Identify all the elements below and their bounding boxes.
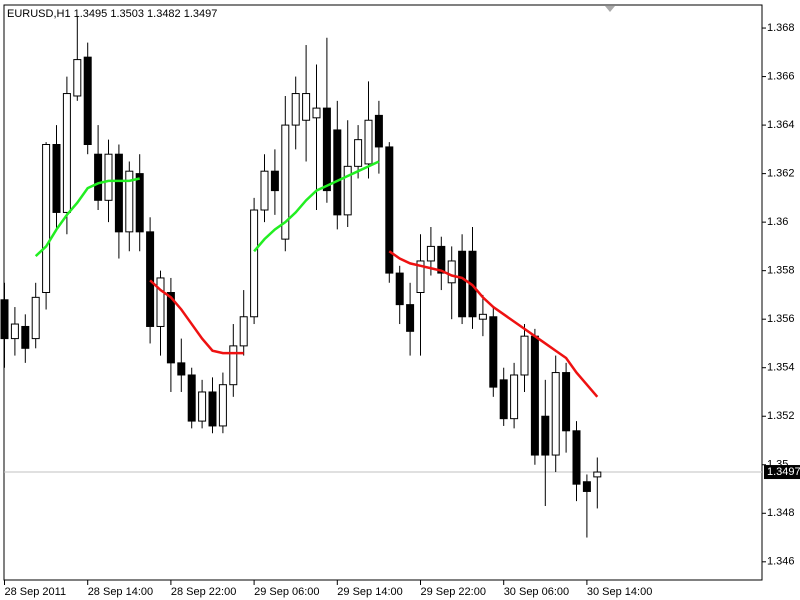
candle-body (146, 231, 155, 327)
candle-body (21, 325, 30, 349)
candle-body (10, 323, 19, 340)
x-tick-label: 30 Sep 14:00 (587, 586, 652, 598)
candle-body (343, 165, 352, 216)
y-tick-label: 1.354 (767, 362, 795, 374)
candle-body (260, 170, 269, 211)
candle-body (499, 379, 508, 420)
candle-body (156, 277, 165, 327)
candle-body (416, 260, 425, 294)
x-tick-label: 29 Sep 22:00 (421, 586, 486, 598)
candle-body (406, 304, 415, 332)
candle-body (125, 170, 134, 233)
candle-body (572, 430, 581, 485)
y-tick-label: 1.356 (767, 313, 795, 325)
candle-body (551, 372, 560, 456)
moving-average (34, 177, 140, 258)
y-tick-label: 1.346 (767, 556, 795, 568)
candle-body (135, 173, 144, 233)
candle-body (42, 144, 51, 293)
candle-body (187, 374, 196, 422)
y-tick-label: 1.364 (767, 119, 795, 131)
x-tick-label: 30 Sep 06:00 (504, 586, 569, 598)
y-tick-label: 1.366 (767, 70, 795, 82)
candle-body (520, 335, 529, 376)
candle-body (593, 471, 602, 478)
last-price-label: 1.3497 (767, 466, 800, 478)
x-tick-label: 28 Sep 14:00 (88, 586, 153, 598)
y-tick-label: 1.362 (767, 168, 795, 180)
candle-body (281, 124, 290, 240)
candle-body (530, 335, 539, 456)
candle-body (354, 139, 363, 167)
chart-title: EURUSD,H1 1.3495 1.3503 1.3482 1.3497 (7, 8, 217, 20)
candle-body (104, 153, 113, 201)
y-tick-label: 1.368 (767, 22, 795, 34)
candle-body (52, 144, 61, 213)
candle-body (489, 316, 498, 388)
candle-body (426, 245, 435, 262)
y-tick-label: 1.352 (767, 410, 795, 422)
candle-body (250, 209, 259, 318)
candle-body (447, 260, 456, 284)
candle-body (31, 296, 40, 340)
candle-body (478, 313, 487, 320)
moving-average (253, 160, 380, 253)
candle-body (239, 316, 248, 347)
candle-body (582, 481, 591, 492)
candle-body (62, 93, 71, 213)
candle-body (374, 114, 383, 148)
candle-body (0, 299, 9, 340)
candle-body (198, 391, 207, 422)
candle-body (322, 107, 331, 192)
candle-body (395, 272, 404, 306)
shift-marker (605, 6, 615, 12)
candle-body (385, 146, 394, 274)
candle-body (291, 93, 300, 126)
candle-body (177, 362, 186, 376)
candle-body (218, 384, 227, 427)
x-tick-label: 28 Sep 2011 (5, 586, 67, 598)
moving-average (149, 279, 244, 355)
candle-body (229, 345, 238, 386)
candle-body (94, 153, 103, 201)
candle-body (114, 153, 123, 233)
y-tick-label: 1.36 (767, 216, 788, 228)
candle-body (437, 245, 446, 274)
x-tick-label: 29 Sep 06:00 (254, 586, 319, 598)
plot-frame (3, 4, 763, 581)
candle-body (302, 93, 311, 121)
candle-body (364, 119, 373, 165)
moving-average (388, 250, 599, 398)
candle-body (208, 391, 217, 427)
candle-body (166, 292, 175, 364)
candle-body (510, 374, 519, 420)
candle-body (562, 372, 571, 432)
candle-body (73, 59, 82, 97)
candle-body (270, 170, 279, 192)
x-tick-label: 29 Sep 14:00 (337, 586, 402, 598)
last-price-tag (764, 465, 800, 480)
candle-body (458, 250, 467, 318)
y-tick-label: 1.348 (767, 507, 795, 519)
candle-body (312, 107, 321, 119)
x-tick-label: 28 Sep 22:00 (171, 586, 236, 598)
candle-body (333, 129, 342, 216)
candle-body (541, 415, 550, 456)
candle-body (83, 56, 92, 146)
y-tick-label: 1.358 (767, 265, 795, 277)
